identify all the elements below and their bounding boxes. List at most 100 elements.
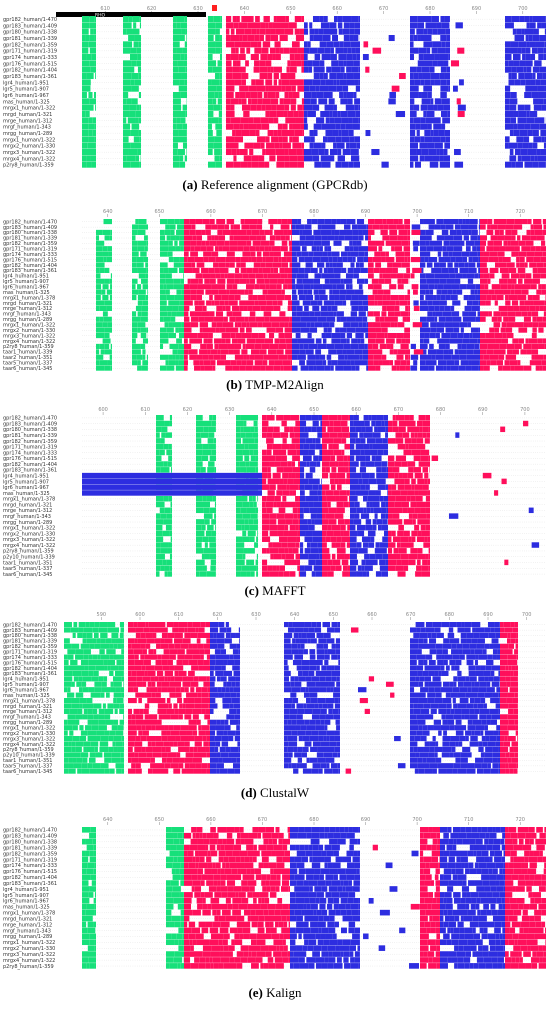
residue-block xyxy=(146,687,150,693)
residue-block xyxy=(266,443,273,450)
residue-block xyxy=(396,542,401,548)
residue-block xyxy=(289,161,298,168)
residue-block xyxy=(369,553,376,560)
caption-b: (b) TMP-M2Align xyxy=(0,377,550,393)
residue-block xyxy=(421,565,429,571)
residue-block xyxy=(514,692,518,698)
residue-block xyxy=(427,349,437,355)
residue-block xyxy=(244,219,253,225)
residue-block xyxy=(292,262,301,268)
residue-block xyxy=(64,638,70,644)
residue-block xyxy=(368,257,373,263)
residue-block xyxy=(494,289,499,295)
residue-block xyxy=(210,687,218,693)
residue-block xyxy=(322,472,329,479)
residue-block xyxy=(355,327,361,333)
residue-block xyxy=(147,698,151,704)
residue-block xyxy=(447,719,455,725)
residue-block xyxy=(287,461,292,467)
residue-block xyxy=(474,698,481,704)
residue-block xyxy=(128,670,132,676)
residue-block xyxy=(236,443,245,450)
residue-block xyxy=(511,73,517,80)
residue-block xyxy=(195,627,199,633)
residue-block xyxy=(313,73,320,80)
residue-block xyxy=(334,229,340,235)
residue-block xyxy=(397,501,402,508)
residue-block xyxy=(156,553,165,560)
residue-block xyxy=(160,333,169,339)
residue-block xyxy=(460,360,469,366)
residue-block xyxy=(207,719,210,725)
residue-block xyxy=(284,649,292,655)
residue-block xyxy=(301,665,310,671)
residue-block xyxy=(128,698,137,704)
residue-block xyxy=(276,316,282,322)
residue-block xyxy=(490,627,495,633)
residue-block xyxy=(440,16,445,23)
residue-block xyxy=(357,224,367,230)
residue-block xyxy=(196,548,204,554)
residue-block xyxy=(434,284,438,290)
residue-block xyxy=(266,449,272,456)
residue-block xyxy=(455,22,463,29)
residue-block xyxy=(512,267,517,273)
residue-block xyxy=(346,54,353,61)
residue-block xyxy=(360,461,366,467)
residue-block xyxy=(394,507,403,514)
residue-block xyxy=(265,284,270,290)
residue-block xyxy=(418,692,426,698)
residue-block xyxy=(103,676,108,682)
residue-block xyxy=(464,627,471,633)
residue-block xyxy=(259,60,266,67)
residue-block xyxy=(86,698,93,704)
residue-block xyxy=(363,257,367,263)
residue-block xyxy=(351,66,359,73)
residue-block xyxy=(174,670,179,676)
residue-block xyxy=(448,54,450,61)
residue-block xyxy=(82,73,87,80)
residue-block xyxy=(460,632,467,638)
residue-block xyxy=(322,35,331,42)
residue-block xyxy=(318,484,322,490)
alignment-clustalw: 590 600 610 620 630 640 650 660 670 680 690 700 gpr1… xyxy=(0,608,550,778)
residue-block xyxy=(350,519,354,525)
residue-block xyxy=(284,278,292,284)
residue-block xyxy=(493,257,499,263)
residue-block xyxy=(478,257,480,263)
residue-block xyxy=(434,79,441,86)
residue-block xyxy=(189,284,198,290)
residue-block xyxy=(279,267,285,273)
residue-block xyxy=(347,257,353,263)
residue-block xyxy=(314,627,322,633)
residue-block xyxy=(219,79,222,86)
residue-block xyxy=(297,47,304,54)
residue-block xyxy=(387,490,388,496)
residue-block xyxy=(422,73,431,80)
residue-block xyxy=(418,54,424,61)
residue-block xyxy=(441,41,446,48)
residue-block xyxy=(381,507,387,514)
residue-block xyxy=(392,415,396,421)
residue-block xyxy=(353,246,359,252)
residue-block xyxy=(521,155,531,162)
residue-block xyxy=(331,643,336,649)
residue-block xyxy=(136,354,143,360)
residue-block xyxy=(123,155,127,162)
residue-block xyxy=(144,714,149,720)
residue-block xyxy=(333,420,341,427)
residue-block xyxy=(439,73,445,80)
residue-block xyxy=(370,536,375,542)
residue-block xyxy=(388,98,396,105)
residue-block xyxy=(514,149,521,156)
residue-block xyxy=(480,365,484,371)
residue-block xyxy=(110,284,112,290)
residue-block xyxy=(131,643,141,649)
residue-block xyxy=(161,654,170,660)
residue-block xyxy=(360,327,368,333)
residue-block xyxy=(388,455,395,461)
residue-block xyxy=(228,676,236,682)
residue-block xyxy=(64,622,72,628)
residue-block xyxy=(512,660,518,666)
residue-block xyxy=(411,484,415,490)
